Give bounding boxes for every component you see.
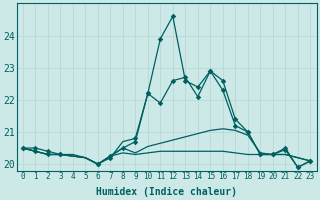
Point xyxy=(195,95,200,98)
Point xyxy=(20,146,25,150)
Point xyxy=(158,101,163,105)
Point xyxy=(245,130,250,134)
Point xyxy=(95,163,100,166)
Point xyxy=(108,156,113,159)
Point xyxy=(270,153,275,156)
Point xyxy=(195,85,200,89)
Point xyxy=(183,76,188,79)
Point xyxy=(120,146,125,150)
Point xyxy=(295,166,300,169)
Point xyxy=(170,15,175,18)
Point xyxy=(233,118,238,121)
Point xyxy=(145,92,150,95)
Point xyxy=(220,89,225,92)
Point xyxy=(308,159,313,163)
Point xyxy=(208,69,213,73)
Point xyxy=(158,37,163,40)
Point xyxy=(258,153,263,156)
Point xyxy=(208,69,213,73)
Point xyxy=(233,124,238,127)
Point xyxy=(258,153,263,156)
Point xyxy=(145,92,150,95)
Point xyxy=(20,146,25,150)
Point xyxy=(58,153,63,156)
Point xyxy=(45,153,51,156)
Point xyxy=(245,130,250,134)
Point xyxy=(283,146,288,150)
Point xyxy=(133,137,138,140)
X-axis label: Humidex (Indice chaleur): Humidex (Indice chaleur) xyxy=(96,186,237,197)
Point xyxy=(183,79,188,82)
Point xyxy=(33,150,38,153)
Point xyxy=(308,159,313,163)
Point xyxy=(95,163,100,166)
Point xyxy=(270,153,275,156)
Point xyxy=(295,166,300,169)
Point xyxy=(283,148,288,151)
Point xyxy=(133,140,138,143)
Point xyxy=(220,79,225,82)
Point xyxy=(45,150,51,153)
Point xyxy=(170,79,175,82)
Point xyxy=(33,146,38,150)
Point xyxy=(108,154,113,158)
Point xyxy=(58,153,63,156)
